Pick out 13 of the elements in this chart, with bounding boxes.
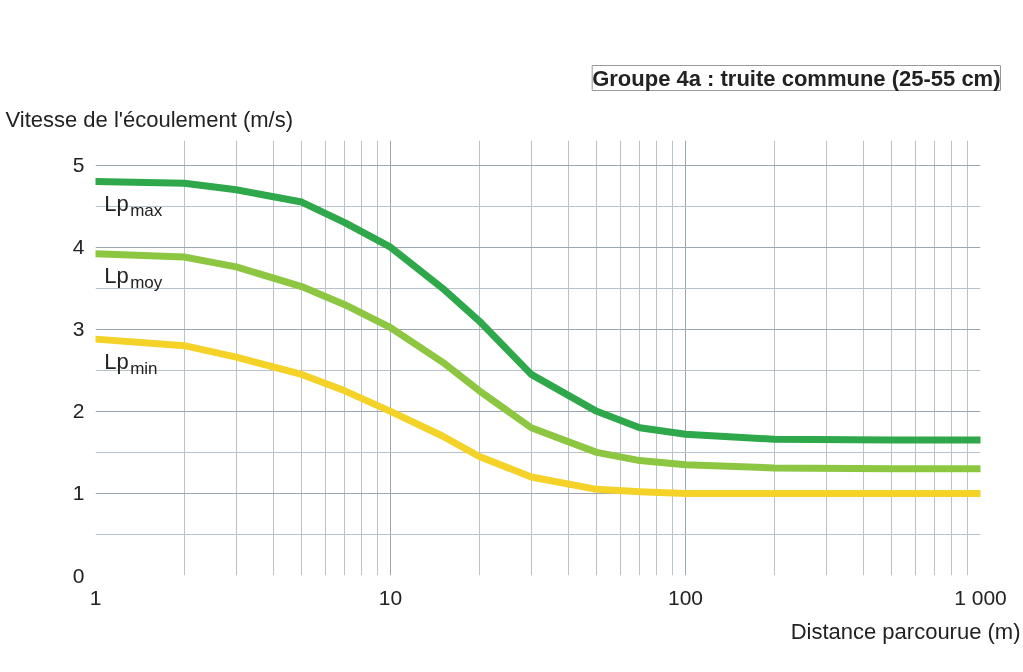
y-tick-label: 0 <box>72 563 85 587</box>
x-axis-title: Distance parcourue (m) <box>790 618 1021 644</box>
y-axis-title: Vitesse de l'écoulement (m/s) <box>5 106 293 132</box>
y-tick-label: 3 <box>72 317 85 341</box>
x-tick-label: 100 <box>667 585 704 609</box>
x-tick-label: 1 000 <box>954 585 1007 609</box>
x-tick-label: 10 <box>378 585 403 609</box>
y-tick-label: 2 <box>72 399 85 423</box>
y-tick-label: 4 <box>72 235 85 259</box>
y-tick-label: 5 <box>72 153 85 177</box>
y-tick-label: 1 <box>72 481 85 505</box>
x-tick-label: 1 <box>89 585 102 609</box>
chart-title: Groupe 4a : truite commune (25-55 cm) <box>592 65 1001 91</box>
